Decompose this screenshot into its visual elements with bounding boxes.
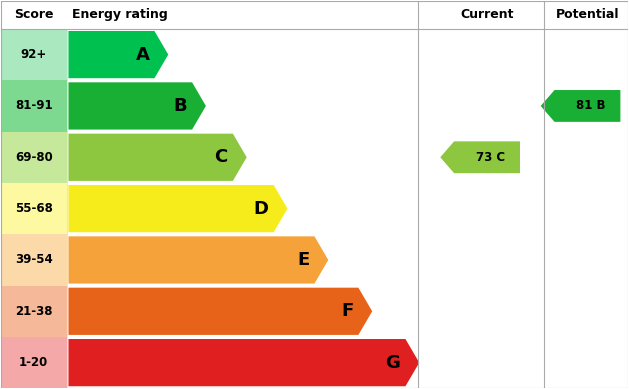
Text: Energy rating: Energy rating — [72, 8, 167, 21]
Text: 55-68: 55-68 — [14, 202, 53, 215]
Text: 69-80: 69-80 — [14, 151, 52, 164]
Text: 1-20: 1-20 — [19, 356, 48, 369]
Polygon shape — [69, 288, 372, 335]
Text: B: B — [174, 97, 187, 115]
Text: 81 B: 81 B — [576, 100, 605, 112]
Text: Score: Score — [14, 8, 53, 21]
Text: 81-91: 81-91 — [15, 100, 52, 112]
Text: Potential: Potential — [555, 8, 619, 21]
Polygon shape — [1, 286, 67, 337]
Text: E: E — [297, 251, 309, 269]
Polygon shape — [1, 234, 67, 286]
Text: 21-38: 21-38 — [15, 305, 52, 318]
Text: G: G — [386, 354, 401, 371]
Text: Current: Current — [460, 8, 514, 21]
Text: 39-54: 39-54 — [14, 254, 52, 266]
Polygon shape — [1, 80, 67, 131]
Text: 73 C: 73 C — [476, 151, 504, 164]
Polygon shape — [69, 237, 328, 284]
Polygon shape — [1, 131, 67, 183]
Polygon shape — [69, 31, 168, 78]
Text: A: A — [135, 46, 150, 63]
Polygon shape — [69, 339, 420, 386]
Text: F: F — [341, 302, 353, 320]
Text: C: C — [214, 148, 228, 166]
Polygon shape — [69, 185, 287, 232]
Polygon shape — [440, 141, 520, 173]
Polygon shape — [541, 90, 620, 122]
Polygon shape — [1, 337, 67, 388]
Text: D: D — [253, 200, 269, 217]
Polygon shape — [1, 183, 67, 234]
Polygon shape — [69, 82, 206, 130]
Polygon shape — [69, 134, 247, 181]
Text: 92+: 92+ — [21, 48, 47, 61]
Polygon shape — [1, 29, 67, 80]
